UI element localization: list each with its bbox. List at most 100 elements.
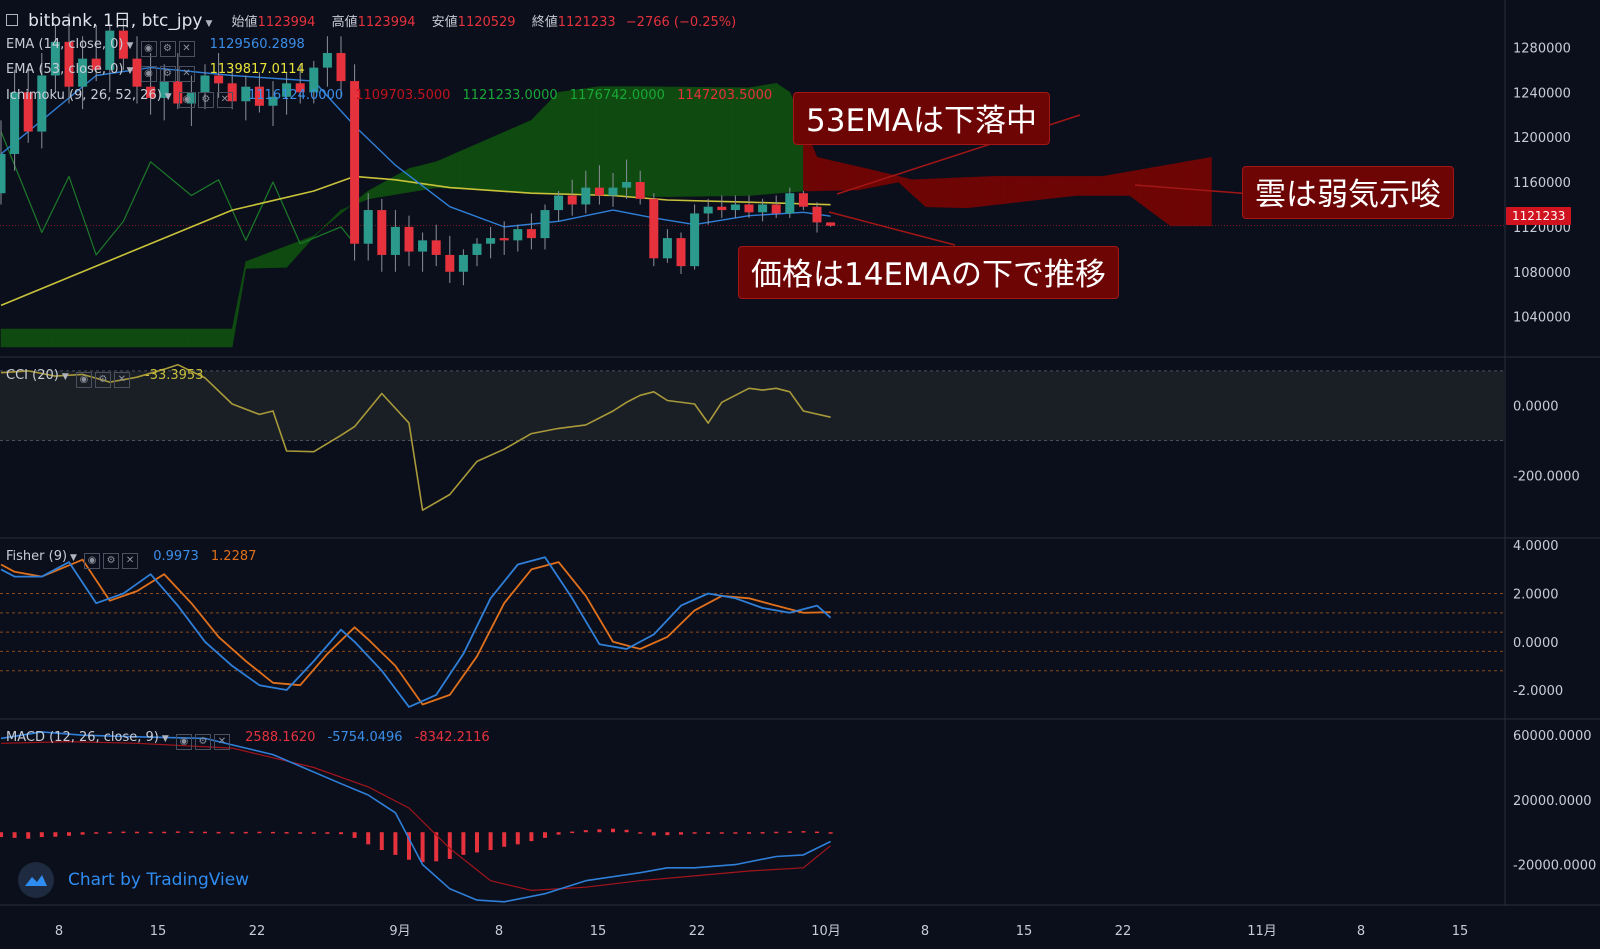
annotation-bearish-cloud[interactable]: 雲は弱気示唆: [1242, 166, 1454, 219]
chevron-down-icon[interactable]: ▼: [161, 734, 169, 744]
chevron-down-icon[interactable]: ▼: [126, 66, 134, 76]
eye-icon[interactable]: ◉: [140, 66, 157, 82]
ema53-label[interactable]: EMA (53, close, 0): [6, 62, 124, 77]
cci-label[interactable]: CCI (20): [6, 368, 59, 383]
macd-signal-line: [0, 740, 831, 892]
time-tick-label-9: 15: [1016, 924, 1033, 939]
chevron-down-icon[interactable]: ▼: [164, 92, 172, 102]
ichimoku-cloud-segment: [1109, 173, 1117, 196]
ichimoku-cloud-segment: [170, 328, 179, 348]
eye-icon[interactable]: ◉: [75, 372, 92, 388]
macd-tick-label-2: -20000.0000: [1513, 859, 1596, 874]
candle-body: [717, 206, 727, 211]
gear-icon[interactable]: ⚙: [197, 92, 214, 108]
low-value: 1120529: [457, 15, 516, 30]
candle-body: [282, 83, 292, 97]
candle-body: [513, 229, 523, 241]
ichimoku-cloud-segment: [1177, 161, 1185, 227]
ichimoku-cloud-segment: [177, 328, 185, 348]
candle-body: [78, 58, 88, 87]
gear-icon[interactable]: ⚙: [94, 372, 111, 388]
ichimoku-cloud-segment: [503, 128, 512, 193]
ichimoku-cloud-segment: [1088, 176, 1097, 196]
macd-histogram-bar: [12, 832, 17, 838]
ichimoku-cloud-segment: [830, 160, 838, 191]
candle-body: [540, 210, 550, 239]
time-tick-label-8: 8: [921, 924, 929, 939]
macd-histogram-bar: [257, 831, 262, 834]
eye-icon[interactable]: ◉: [140, 41, 157, 57]
tradingview-branding[interactable]: Chart by TradingView: [18, 862, 249, 898]
gear-icon[interactable]: ⚙: [159, 41, 176, 57]
candle-body: [458, 254, 468, 272]
macd-histogram-bar: [529, 832, 534, 842]
symbol-name[interactable]: bitbank, 1日, btc_jpy: [28, 11, 203, 31]
ichimoku-cloud-segment: [1020, 176, 1029, 203]
macd-histogram-bar: [611, 828, 615, 833]
macd-histogram-bar: [651, 832, 656, 836]
ichimoku-label[interactable]: Ichimoku (9, 26, 52, 26): [6, 88, 162, 103]
candle-body: [64, 41, 74, 87]
chevron-down-icon[interactable]: ▼: [205, 19, 213, 29]
ichimoku-cloud-segment: [1041, 176, 1049, 200]
candle-body: [554, 195, 564, 211]
candle-body: [200, 75, 210, 93]
eye-icon[interactable]: ◉: [84, 553, 101, 569]
ichimoku-cloud-segment: [157, 328, 165, 348]
ichimoku-cloud-segment: [850, 164, 859, 191]
fisher-label[interactable]: Fisher (9): [6, 549, 68, 564]
time-tick-label-1: 15: [150, 924, 167, 939]
macd-histogram-bar: [692, 832, 697, 834]
macd-histogram-bar: [828, 832, 833, 834]
eye-icon[interactable]: ◉: [175, 734, 192, 750]
tradingview-logo-icon: [18, 862, 54, 898]
candle-body: [336, 53, 346, 82]
annotation-price-below-14ema[interactable]: 価格は14EMAの下で推移: [738, 246, 1119, 299]
macd-histogram-bar: [638, 832, 643, 834]
chevron-down-icon[interactable]: ▼: [61, 372, 69, 382]
ichimoku-value-3: 1121233.0000: [462, 88, 558, 103]
close-icon[interactable]: ✕: [178, 41, 195, 57]
macd-histogram-bar: [488, 832, 493, 851]
ichimoku-cloud-segment: [1204, 157, 1212, 227]
ichimoku-lagging-span-line: [0, 131, 356, 256]
ichimoku-value-4: 1176742.0000: [569, 88, 665, 103]
candle-body: [826, 222, 836, 226]
fisher-tick-label-0: 4.0000: [1513, 539, 1559, 554]
ichimoku-cloud-segment: [1170, 162, 1178, 227]
close-icon[interactable]: ✕: [178, 66, 195, 82]
eye-icon[interactable]: ◉: [178, 92, 195, 108]
ichimoku-cloud-segment: [456, 149, 464, 190]
chevron-down-icon[interactable]: ▼: [70, 553, 77, 563]
symbol-collapse-icon[interactable]: [6, 14, 18, 26]
ema53-legend: EMA (53, close, 0) ▼ ◉ ⚙ ✕ 1139817.0114: [6, 62, 305, 82]
macd-label[interactable]: MACD (12, 26, close, 9): [6, 730, 159, 745]
time-tick-label-3: 9月: [389, 924, 410, 939]
ichimoku-cloud-segment: [61, 328, 70, 348]
macd-histogram-bar: [774, 831, 779, 834]
ichimoku-cloud-segment: [1095, 176, 1103, 196]
chevron-down-icon[interactable]: ▼: [126, 41, 134, 51]
ichimoku-cloud-segment: [150, 328, 158, 348]
open-value: 1123994: [257, 15, 316, 30]
gear-icon[interactable]: ⚙: [194, 734, 211, 750]
close-icon[interactable]: ✕: [122, 553, 139, 569]
macd-histogram-bar: [311, 832, 316, 834]
close-icon[interactable]: ✕: [216, 92, 233, 108]
ichimoku-cloud-segment: [979, 176, 988, 207]
gear-icon[interactable]: ⚙: [103, 553, 120, 569]
time-tick-label-10: 22: [1115, 924, 1132, 939]
ichimoku-cloud-segment: [816, 157, 825, 192]
ema14-label[interactable]: EMA (14, close, 0): [6, 37, 124, 52]
gear-icon[interactable]: ⚙: [159, 66, 176, 82]
ichimoku-cloud-segment: [537, 105, 546, 195]
candle-body: [390, 226, 400, 255]
candle-body: [785, 193, 795, 214]
ema14-legend: EMA (14, close, 0) ▼ ◉ ⚙ ✕ 1129560.2898: [6, 37, 305, 57]
macd-histogram-bar: [502, 832, 507, 847]
price-tick-label-6: 1280000: [1513, 41, 1571, 56]
close-icon[interactable]: ✕: [213, 734, 230, 750]
annotation-53ema-falling[interactable]: 53EMAは下落中: [793, 92, 1050, 145]
ichimoku-cloud-segment: [7, 328, 15, 348]
close-icon[interactable]: ✕: [113, 372, 130, 388]
